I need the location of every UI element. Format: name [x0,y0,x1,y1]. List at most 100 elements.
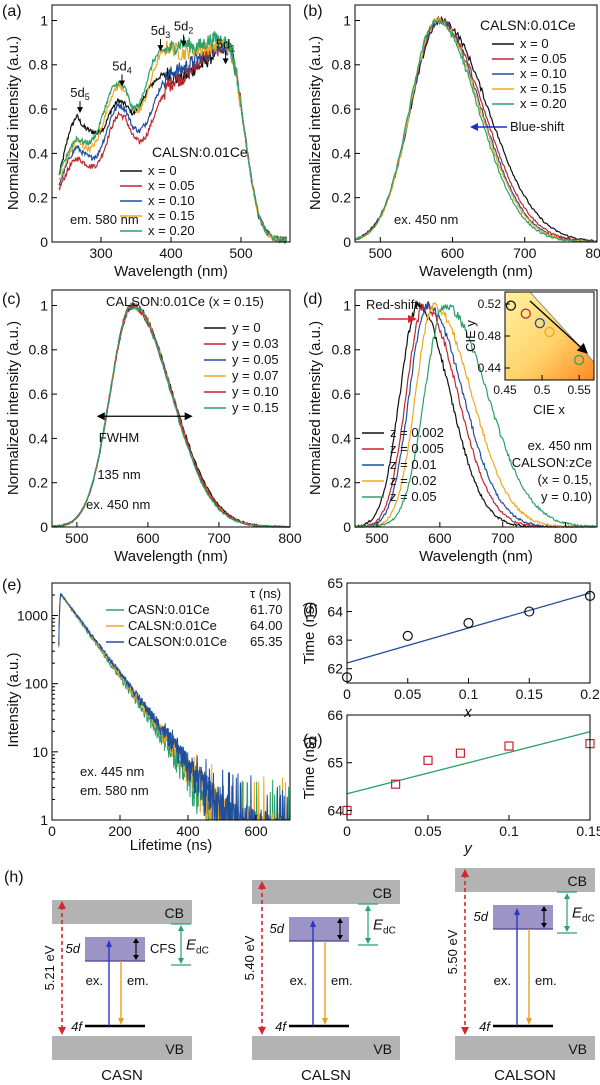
panel-e-tau-value: 65.35 [250,634,283,649]
bandgap-label: 5.21 eV [42,945,57,990]
panel-a-ytick-label: 0.6 [29,101,49,117]
panel-g-ylabel: Time (ns) [301,737,318,800]
panel-c-ytick-label: 0.6 [29,386,49,402]
excitation-arrowhead [514,908,520,915]
material-name: CASN [101,1067,143,1084]
panel-d-ytick-label: 0 [343,519,351,535]
cfs-arrowheads [337,918,343,940]
panel-b-ticks: 500 600 700 800 0 0.2 0.4 0.6 0.8 1 [332,12,600,261]
panel-e-ytick-label: 1 [40,812,48,828]
panel-d-xtick-label: 600 [428,530,452,546]
emission-arrowhead [526,1018,532,1025]
panel-e-ytick-label: 100 [25,676,49,692]
panel-e-tau-value: 61.70 [250,602,283,617]
panel-c-legend-entry: y = 0.10 [232,384,279,399]
panel-b-xtick-label: 800 [585,245,600,261]
ex-label: ex. [290,973,307,988]
panel-label-d: (d) [303,291,323,308]
panel-g-xtick-label: 0.1 [499,823,519,839]
panel-d-redshift: Red-shift [366,297,418,323]
panel-b-xtick-label: 500 [369,245,393,261]
energy-column-casn: CB VB 4f 5d CFS ex. em. EdC 5.21 eV CASN [42,900,209,1084]
panel-c-legend: y = 0y = 0.03y = 0.05y = 0.07y = 0.10y =… [204,320,279,415]
panel-f-xtick-label: 0.15 [516,686,543,702]
vb-label: VB [165,1041,184,1057]
panel-c-legend-title: CALSON:0.01Ce (x = 0.15) [106,294,264,309]
panel-label-a: (a) [2,3,22,20]
panel-a-legend-title: CALSN:0.01Ce [152,144,248,160]
panel-b-legend-entry: x = 0.20 [520,96,567,111]
panel-g-xtick-label: 0.05 [414,823,441,839]
panel-c-fwhm-label: FWHM [99,430,139,445]
panel-c-xtick-label: 500 [65,530,89,546]
panel-a-peak-label: 5d2 [174,19,193,36]
panel-b-ytick-label: 0.6 [332,101,352,117]
blueshift-arrowhead [470,123,478,131]
panel-c-note: ex. 450 nm [86,497,150,512]
panel-c-ticks: 500 600 700 800 0 0.2 0.4 0.6 0.8 1 [29,297,302,546]
conduction-band [455,868,595,892]
cie-inset-xtick-label: 0.55 [567,383,591,397]
panel-a-series-line [58,31,288,245]
panel-a-ytick-label: 0 [40,234,48,250]
panel-b-ytick-label: 0 [343,234,351,250]
panel-c-fwhm-value: 135 nm [97,467,140,482]
energy-diagram-panel-h: CB VB 4f 5d CFS ex. em. EdC 5.21 eV CASN CB VB 4f 5d e… [42,868,595,1084]
edc-label: EdC [186,937,209,957]
panel-f-ytick-label: 64 [327,603,343,619]
panel-a-xtick-label: 300 [89,245,113,261]
panel-a-legend-entry: x = 0 [148,163,177,178]
panel-b-ylabel: Normalized intensity (a.u.) [307,36,324,210]
panel-f-ytick-label: 62 [327,661,343,677]
panel-a-ytick-label: 0.4 [29,145,49,161]
panel-f-ticks: 0 0.05 0.1 0.15 0.2 62 63 64 65 [327,575,600,702]
panel-b-series-line [354,16,597,243]
panel-c-legend-entry: y = 0.05 [232,352,279,367]
panel-g-series [342,731,595,816]
cie-inset-ytick-label: 0.48 [478,329,502,343]
bandgap-label: 5.50 eV [445,929,460,974]
panel-g-ticks: 0 0.05 0.1 0.15 64 65 66 [327,707,600,839]
valence-band [52,1036,192,1060]
vb-label: VB [568,1041,587,1057]
panel-a-peak-label: 5d5 [70,85,89,102]
panel-e-tau-value: 64.00 [250,618,283,633]
panel-a-peak-arrowhead [77,107,83,114]
panel-d-note-1: ex. 450 nm [528,438,592,453]
panel-a-legend-entry: x = 0.10 [148,193,195,208]
panel-d-legend-entry: z = 0.01 [390,457,437,472]
panel-e-decay-line [58,593,290,822]
panel-g-ytick-label: 64 [327,802,343,818]
panel-d-xtick-label: 800 [554,530,578,546]
panel-a-legend-entry: x = 0.15 [148,208,195,223]
panel-c-legend-entry: y = 0.07 [232,368,279,383]
energy-column-calsn: CB VB 4f 5d ex. em. EdC 5.40 eV CALSN [242,880,400,1084]
panel-c-legend-entry: y = 0.03 [232,336,279,351]
em-label: em. [331,973,353,988]
panel-e-ylabel: Intensity (a.u.) [5,652,22,747]
ex-label: ex. [86,973,103,988]
energy-column-calson: CB VB 4f 5d ex. em. EdC 5.50 eV CALSON [445,868,595,1084]
panel-d-xtick-label: 700 [491,530,515,546]
panel-c-xlabel: Wavelength (nm) [114,548,228,565]
panel-b-xtick-label: 600 [441,245,465,261]
cie-point [534,318,546,329]
panel-label-b: (b) [303,3,323,20]
panel-a-legend-entry: x = 0.20 [148,223,195,238]
panel-d-legend-entry: z = 0.002 [390,425,444,440]
panel-e-xtick-label: 400 [176,823,200,839]
cie-point [520,308,531,319]
panel-d-xtick-label: 500 [365,530,389,546]
panel-d-note-3: (x = 0.15, [537,472,592,487]
valence-band [252,1036,400,1060]
edc-label: EdC [572,905,595,925]
chart-panel-e: 0 200 400 600 1 10 100 1000 Lifetime (ns) Inten… [5,582,291,854]
panel-a-xtick-label: 400 [159,245,183,261]
em-label: em. [127,973,149,988]
ex-label: ex. [494,973,511,988]
panel-b-xtick-label: 700 [513,245,537,261]
panel-b-note: ex. 450 nm [394,212,458,227]
panel-e-xtick-label: 0 [48,823,56,839]
